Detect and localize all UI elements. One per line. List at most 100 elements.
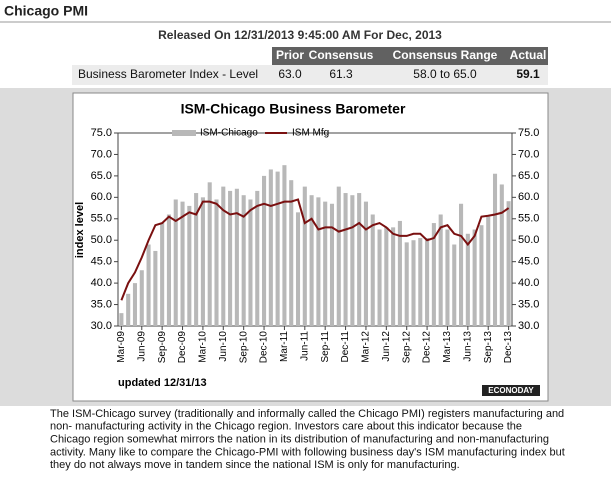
bar [173, 199, 178, 326]
bar [445, 229, 450, 326]
logo: ECONODAY [488, 386, 534, 395]
bar [262, 175, 267, 326]
legend-label: ISM-Chicago [200, 128, 258, 139]
y-tick-label: 35.0 [91, 298, 112, 310]
bar [479, 225, 484, 326]
bar [316, 197, 321, 326]
y2-tick-label: 65.0 [518, 170, 539, 182]
x-tick-label: Sep-10 [238, 331, 249, 364]
bar [282, 165, 287, 326]
bar [248, 199, 253, 326]
y-tick-label: 45.0 [91, 256, 112, 268]
bar [289, 180, 294, 326]
bar [228, 190, 233, 326]
description-line: activity. Many like to compare the Chica… [50, 446, 565, 458]
x-tick-label: Jun-12 [381, 331, 392, 362]
x-tick-label: Mar-13 [442, 331, 453, 363]
bar [357, 193, 362, 326]
x-tick-label: Sep-13 [483, 331, 494, 364]
y-tick-label: 55.0 [91, 213, 112, 225]
bar [295, 212, 301, 326]
table-header: Actual [510, 48, 547, 62]
x-tick-label: Dec-09 [177, 331, 188, 364]
bar [459, 203, 464, 326]
table-cell: 59.1 [516, 67, 540, 81]
bar [214, 199, 219, 326]
x-tick-label: Jun-11 [299, 331, 310, 361]
description-line: non- manufacturing activity in the Chica… [50, 421, 522, 433]
y-tick-label: 70.0 [91, 148, 112, 160]
x-tick-label: Mar-10 [198, 331, 209, 363]
bar [200, 197, 205, 326]
bar [132, 283, 138, 326]
y2-tick-label: 45.0 [518, 256, 539, 268]
y-tick-label: 30.0 [91, 320, 112, 332]
y2-tick-label: 35.0 [518, 298, 539, 310]
bar [397, 220, 402, 326]
bar [384, 227, 389, 326]
bar [275, 171, 280, 326]
bar [207, 182, 212, 326]
logo-box [482, 385, 540, 396]
bar [119, 313, 124, 326]
bar [153, 250, 158, 326]
bar [139, 270, 144, 326]
bar [343, 193, 348, 326]
description-line: The ISM-Chicago survey (traditionally an… [50, 408, 564, 420]
y-tick-label: 50.0 [91, 234, 112, 246]
x-tick-label: Jun-09 [136, 331, 147, 362]
bar [302, 186, 307, 326]
x-tick-label: Jun-10 [218, 331, 229, 362]
y2-tick-label: 60.0 [518, 191, 539, 203]
x-tick-label: Mar-11 [279, 331, 290, 362]
y2-tick-label: 75.0 [518, 127, 539, 139]
description-line: Chicago region somewhat mirrors the nati… [50, 434, 549, 446]
footnote: updated 12/31/13 [118, 377, 207, 389]
table-cell: 61.3 [329, 67, 353, 81]
bar [309, 195, 314, 326]
bar [336, 186, 341, 326]
x-tick-label: Jun-13 [462, 331, 473, 362]
bar [194, 193, 199, 326]
table-header-bg [272, 47, 548, 65]
y-tick-label: 40.0 [91, 277, 112, 289]
x-tick-label: Sep-09 [157, 331, 168, 364]
bar [377, 229, 382, 326]
table-cell: 58.0 to 65.0 [413, 67, 477, 81]
bar [465, 233, 470, 326]
bar [486, 216, 491, 326]
bar [472, 229, 477, 326]
y-axis-label: index level [74, 202, 86, 258]
bar [166, 214, 171, 326]
bar [241, 195, 246, 326]
bar [180, 201, 185, 326]
bar [452, 244, 457, 326]
bar [411, 240, 416, 326]
bar [329, 203, 335, 326]
table-cell: 63.0 [278, 67, 302, 81]
bar [255, 190, 260, 326]
x-tick-label: Sep-11 [320, 331, 331, 363]
y2-tick-label: 40.0 [518, 277, 539, 289]
table-header: Prior [276, 48, 304, 62]
line [120, 198, 510, 301]
bar [431, 223, 436, 326]
bar [370, 214, 375, 326]
bar [506, 201, 511, 326]
table-row-bg [72, 65, 548, 85]
y-tick-label: 60.0 [91, 191, 112, 203]
bar [363, 201, 368, 326]
y-tick-label: 75.0 [91, 127, 112, 139]
x-tick-label: Mar-09 [116, 331, 127, 363]
y-tick-label: 65.0 [91, 170, 112, 182]
x-tick-label: Dec-11 [340, 331, 351, 363]
legend-swatch [172, 130, 196, 136]
description-line: they do not always move in tandem since … [50, 459, 460, 471]
bar [499, 184, 504, 326]
y2-tick-label: 30.0 [518, 320, 539, 332]
bar [268, 169, 273, 326]
x-tick-label: Dec-12 [422, 331, 433, 364]
page-title: Chicago PMI [4, 3, 88, 19]
